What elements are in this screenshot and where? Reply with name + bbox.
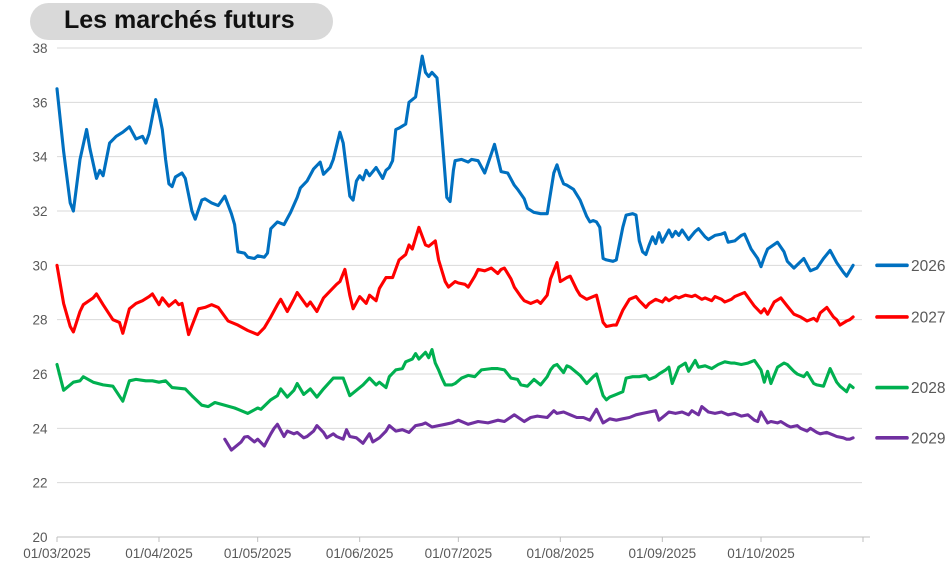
y-axis-label-38: 38 xyxy=(32,41,47,56)
y-axis-label-26: 26 xyxy=(32,367,47,382)
legend-label-2026: 2026 xyxy=(911,258,945,275)
x-axis-label-01-07-2025: 01/07/2025 xyxy=(425,546,493,561)
legend-label-2027: 2027 xyxy=(911,309,945,326)
y-axis-label-30: 30 xyxy=(32,258,47,273)
y-axis-label-28: 28 xyxy=(32,313,47,328)
legend-label-2029: 2029 xyxy=(911,430,945,447)
y-axis-label-24: 24 xyxy=(32,421,48,436)
chart-title: Les marchés futurs xyxy=(30,3,333,40)
series-line-2027 xyxy=(55,225,855,337)
series-line-2029 xyxy=(223,405,855,452)
x-axis-label-01-03-2025: 01/03/2025 xyxy=(23,546,91,561)
x-axis-label-01-09-2025: 01/09/2025 xyxy=(629,546,697,561)
y-axis-label-32: 32 xyxy=(32,204,47,219)
series-line-2028 xyxy=(55,348,855,415)
y-axis-label-34: 34 xyxy=(32,150,48,165)
x-axis-label-01-04-2025: 01/04/2025 xyxy=(125,546,193,561)
y-axis-label-22: 22 xyxy=(32,476,47,491)
series-line-2026 xyxy=(55,54,855,278)
legend-label-2028: 2028 xyxy=(911,380,945,397)
y-axis-label-20: 20 xyxy=(32,530,47,545)
x-axis-label-01-05-2025: 01/05/2025 xyxy=(224,546,292,561)
x-axis-label-01-08-2025: 01/08/2025 xyxy=(527,546,595,561)
x-axis-label-01-06-2025: 01/06/2025 xyxy=(326,546,394,561)
y-axis-label-36: 36 xyxy=(32,95,47,110)
x-axis-label-01-10-2025: 01/10/2025 xyxy=(727,546,795,561)
